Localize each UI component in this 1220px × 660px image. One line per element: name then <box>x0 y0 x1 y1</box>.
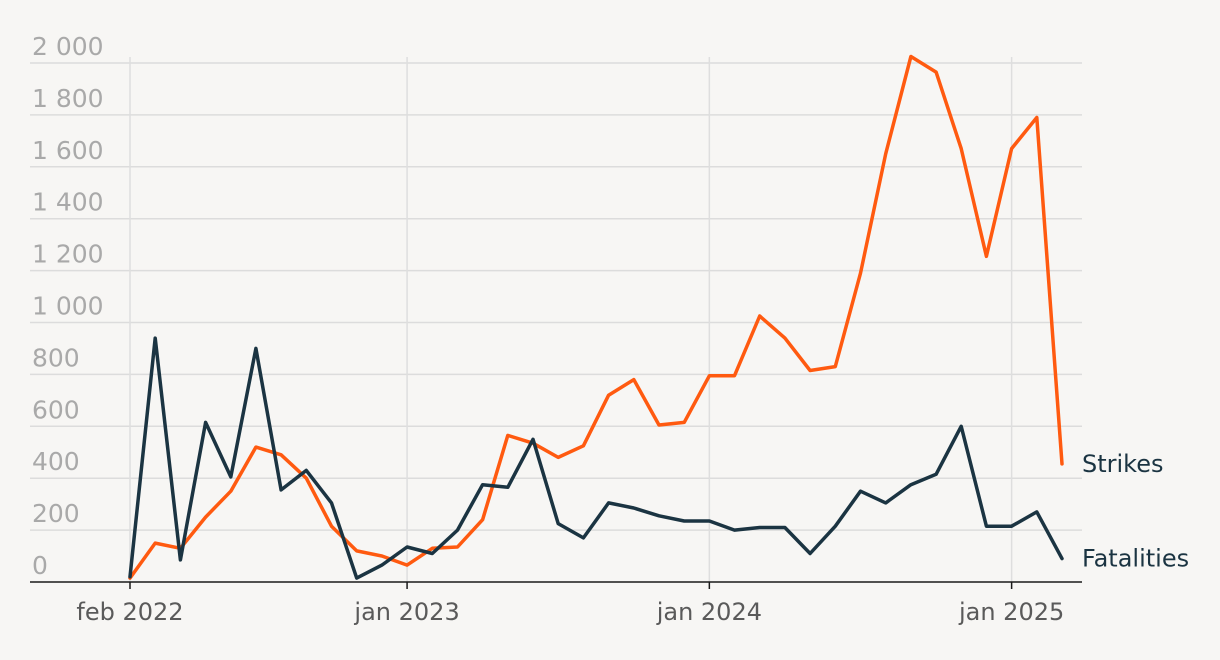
strikes-line <box>128 54 1064 580</box>
x-tick-label: feb 2022 <box>76 598 183 626</box>
y-tick-label: 400 <box>32 447 80 476</box>
strikes-series-label: Strikes <box>1082 450 1164 478</box>
x-tick-label: jan 2025 <box>958 598 1064 626</box>
y-tick-label: 2 000 <box>32 32 104 61</box>
grid-layer <box>30 57 1082 589</box>
y-tick-label: 1 800 <box>32 84 104 113</box>
fatalities-line <box>128 336 1064 580</box>
y-tick-label: 600 <box>32 395 80 424</box>
y-tick-label: 0 <box>32 551 48 580</box>
y-tick-label: 1 200 <box>32 240 104 269</box>
y-tick-label: 800 <box>32 343 80 372</box>
series-labels: Strikes Fatalities <box>1082 450 1189 573</box>
x-tick-label: jan 2023 <box>353 598 459 626</box>
y-axis-tick-labels: 0 200 400 600 800 1 000 1 200 1 400 1 600 1 800 2 … <box>32 32 104 580</box>
y-tick-label: 1 400 <box>32 188 104 217</box>
y-tick-label: 1 000 <box>32 292 104 321</box>
y-tick-label: 1 600 <box>32 136 104 165</box>
x-tick-label: jan 2024 <box>656 598 762 626</box>
x-axis-tick-labels: feb 2022 jan 2023 jan 2024 jan 2025 <box>76 598 1064 626</box>
series-layer <box>128 54 1064 580</box>
fatalities-series-label: Fatalities <box>1082 545 1189 573</box>
y-tick-label: 200 <box>32 499 80 528</box>
